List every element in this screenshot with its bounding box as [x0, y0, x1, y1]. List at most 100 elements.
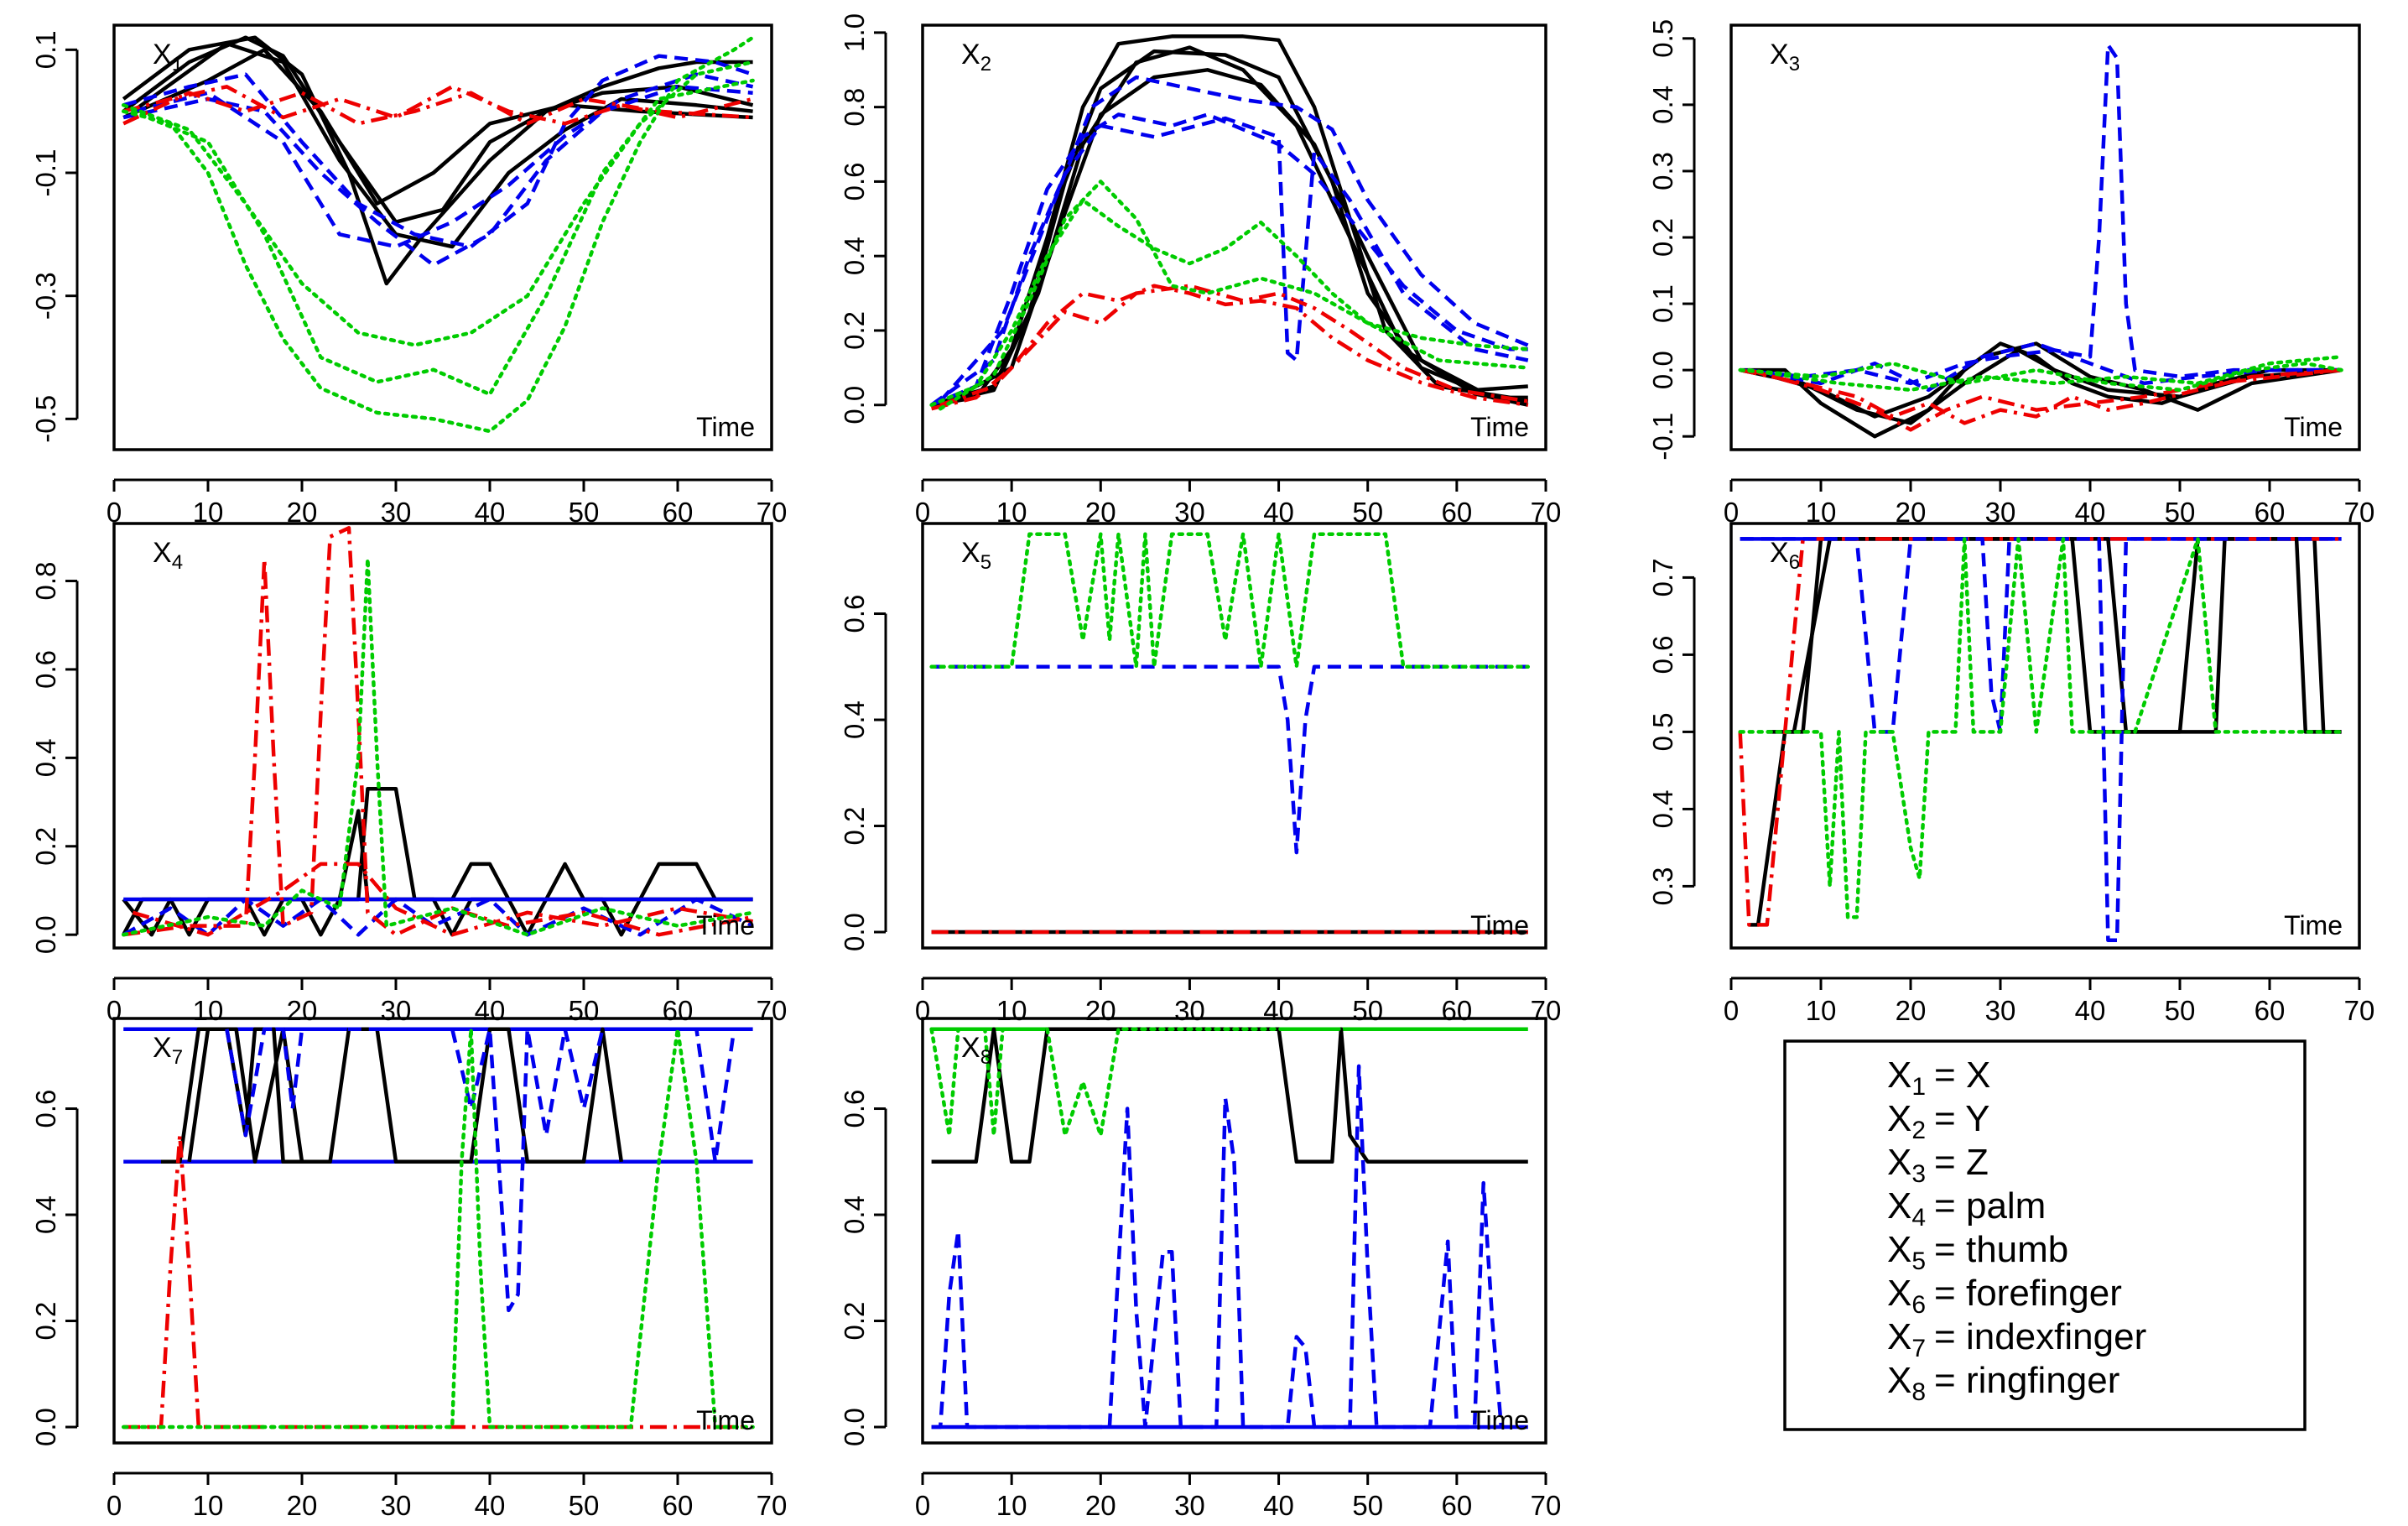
y-tick-label: 0.5 — [1647, 19, 1678, 58]
panel-label: X6 — [1770, 537, 1800, 574]
y-tick-label: 0.0 — [30, 1408, 61, 1446]
plot-area — [1738, 537, 2343, 943]
y-tick-label: 0.3 — [1647, 152, 1678, 190]
series-green-dotted-5 — [1738, 537, 2343, 919]
series-blue-dashed-4 — [1748, 341, 2342, 393]
plot-area — [121, 1027, 755, 1430]
x-tick-label: 10 — [193, 995, 224, 1026]
series-black-solid-1 — [122, 35, 754, 286]
y-tick-label: 0.4 — [30, 738, 61, 777]
series-black-solid-1 — [930, 49, 1528, 407]
y-tick-label: 0.5 — [1647, 712, 1678, 751]
series-black-solid-2 — [122, 48, 753, 206]
y-tick-label: -0.5 — [30, 395, 61, 443]
x-axis-label: Time — [1470, 1405, 1529, 1435]
x-tick-label: 20 — [1896, 995, 1927, 1026]
x-tick-label: 50 — [1352, 995, 1383, 1026]
y-tick-label: 0.0 — [839, 913, 870, 951]
y-tick-label: 0.4 — [839, 237, 870, 275]
x-tick-label: 60 — [663, 995, 694, 1026]
x-tick-label: 60 — [2255, 995, 2286, 1026]
y-tick-label: 0.3 — [1647, 867, 1678, 905]
y-tick-label: 0.1 — [1647, 284, 1678, 323]
series-blue-dashed-3 — [122, 897, 754, 937]
x-tick-label: 20 — [287, 995, 318, 1026]
x-tick-label: 30 — [381, 1490, 412, 1521]
series-black-solid-1 — [1740, 348, 2342, 425]
y-tick-label: 0.2 — [839, 1302, 870, 1341]
x-tick-label: 30 — [381, 995, 412, 1026]
x-axis-label: Time — [696, 910, 755, 940]
series-blue-dashed-6 — [939, 75, 1529, 403]
x-tick-label: 60 — [1441, 1490, 1472, 1521]
plot-area — [929, 34, 1531, 411]
x-tick-label: 50 — [2165, 995, 2196, 1026]
series-blue-dashed-5 — [930, 116, 1529, 407]
y-tick-label: -0.3 — [30, 272, 61, 320]
x-tick-label: 30 — [1174, 995, 1205, 1026]
panel-label: X5 — [961, 537, 991, 574]
panel-label: X4 — [153, 537, 183, 574]
panel-x3: 0 10 20 30 40 50 60 70-0.10.00.10.20.30.40.5 X3T… — [1647, 19, 2374, 528]
x-tick-label: 10 — [1806, 995, 1837, 1026]
x-tick-label: 50 — [569, 995, 600, 1026]
panel-label: X7 — [153, 1032, 183, 1069]
x-tick-label: 0 — [1724, 995, 1739, 1026]
x-tick-label: 40 — [2075, 995, 2106, 1026]
legend-entry: X2 = Y — [1887, 1098, 1990, 1144]
x-tick-label: 70 — [2344, 995, 2375, 1026]
series-black-solid-2 — [1748, 341, 2342, 419]
y-tick-label: 1.0 — [839, 13, 870, 52]
plot-area — [1738, 43, 2343, 439]
series-red-dotdash-5 — [132, 862, 753, 937]
series-green-dotted-11 — [131, 78, 755, 397]
series-blue-dashed-3 — [1740, 43, 2342, 386]
legend-entry: X8 = ringfinger — [1887, 1360, 2119, 1406]
series-blue-dashed-4 — [930, 112, 1528, 407]
plot-frame — [1729, 23, 2361, 451]
panel-label: X2 — [961, 39, 991, 76]
panel-label: X3 — [1770, 39, 1800, 76]
y-tick-label: 0.4 — [30, 1195, 61, 1234]
y-tick-label: 0.0 — [839, 1408, 870, 1446]
plot-area — [929, 1027, 1531, 1430]
series-green-dotted-9 — [929, 198, 1531, 407]
x-axis-label: Time — [696, 1405, 755, 1435]
series-red-dotdash-6 — [1748, 367, 2342, 432]
x-tick-label: 40 — [1263, 1490, 1294, 1521]
series-green-dotted-3 — [929, 532, 1531, 669]
y-tick-label: 0.8 — [30, 562, 61, 601]
x-tick-label: 40 — [1263, 995, 1294, 1026]
panels: 0 10 20 30 40 50 60 70 0.1 -0.1 -0.3 -0.5 X1 Time 0 10 2… — [30, 13, 2374, 1521]
x-axis-label: Time — [2284, 412, 2343, 442]
series-red-dotdash-4 — [122, 526, 754, 937]
series-red-dotdash-5 — [1740, 367, 2342, 425]
x-tick-label: 70 — [757, 1490, 788, 1521]
y-tick-label: -0.1 — [30, 149, 61, 197]
y-tick-label: 0.7 — [1647, 558, 1678, 596]
x-tick-label: 50 — [569, 1490, 600, 1521]
x-axis-label: Time — [1470, 910, 1529, 940]
y-tick-label: 0.6 — [30, 1090, 61, 1128]
series-green-dotted-8 — [1747, 355, 2343, 393]
x-tick-label: 70 — [1531, 1490, 1562, 1521]
y-tick-label: 0.6 — [1647, 635, 1678, 674]
x-tick-label: 30 — [1985, 995, 2016, 1026]
series-blue-dashed-4 — [1740, 537, 2342, 943]
y-tick-label: 0.6 — [30, 650, 61, 689]
plot-area — [121, 35, 755, 434]
series-blue-dashed-3 — [931, 1064, 1504, 1430]
plot-frame — [112, 23, 773, 451]
y-tick-label: 0.2 — [30, 1302, 61, 1341]
series-black-solid-0 — [931, 34, 1528, 407]
x-tick-label: 20 — [1085, 1490, 1116, 1521]
plot-frame — [921, 1017, 1547, 1445]
plot-area — [121, 526, 755, 937]
x-axis-label: Time — [1470, 412, 1529, 442]
series-green-dotted-6 — [121, 556, 755, 937]
